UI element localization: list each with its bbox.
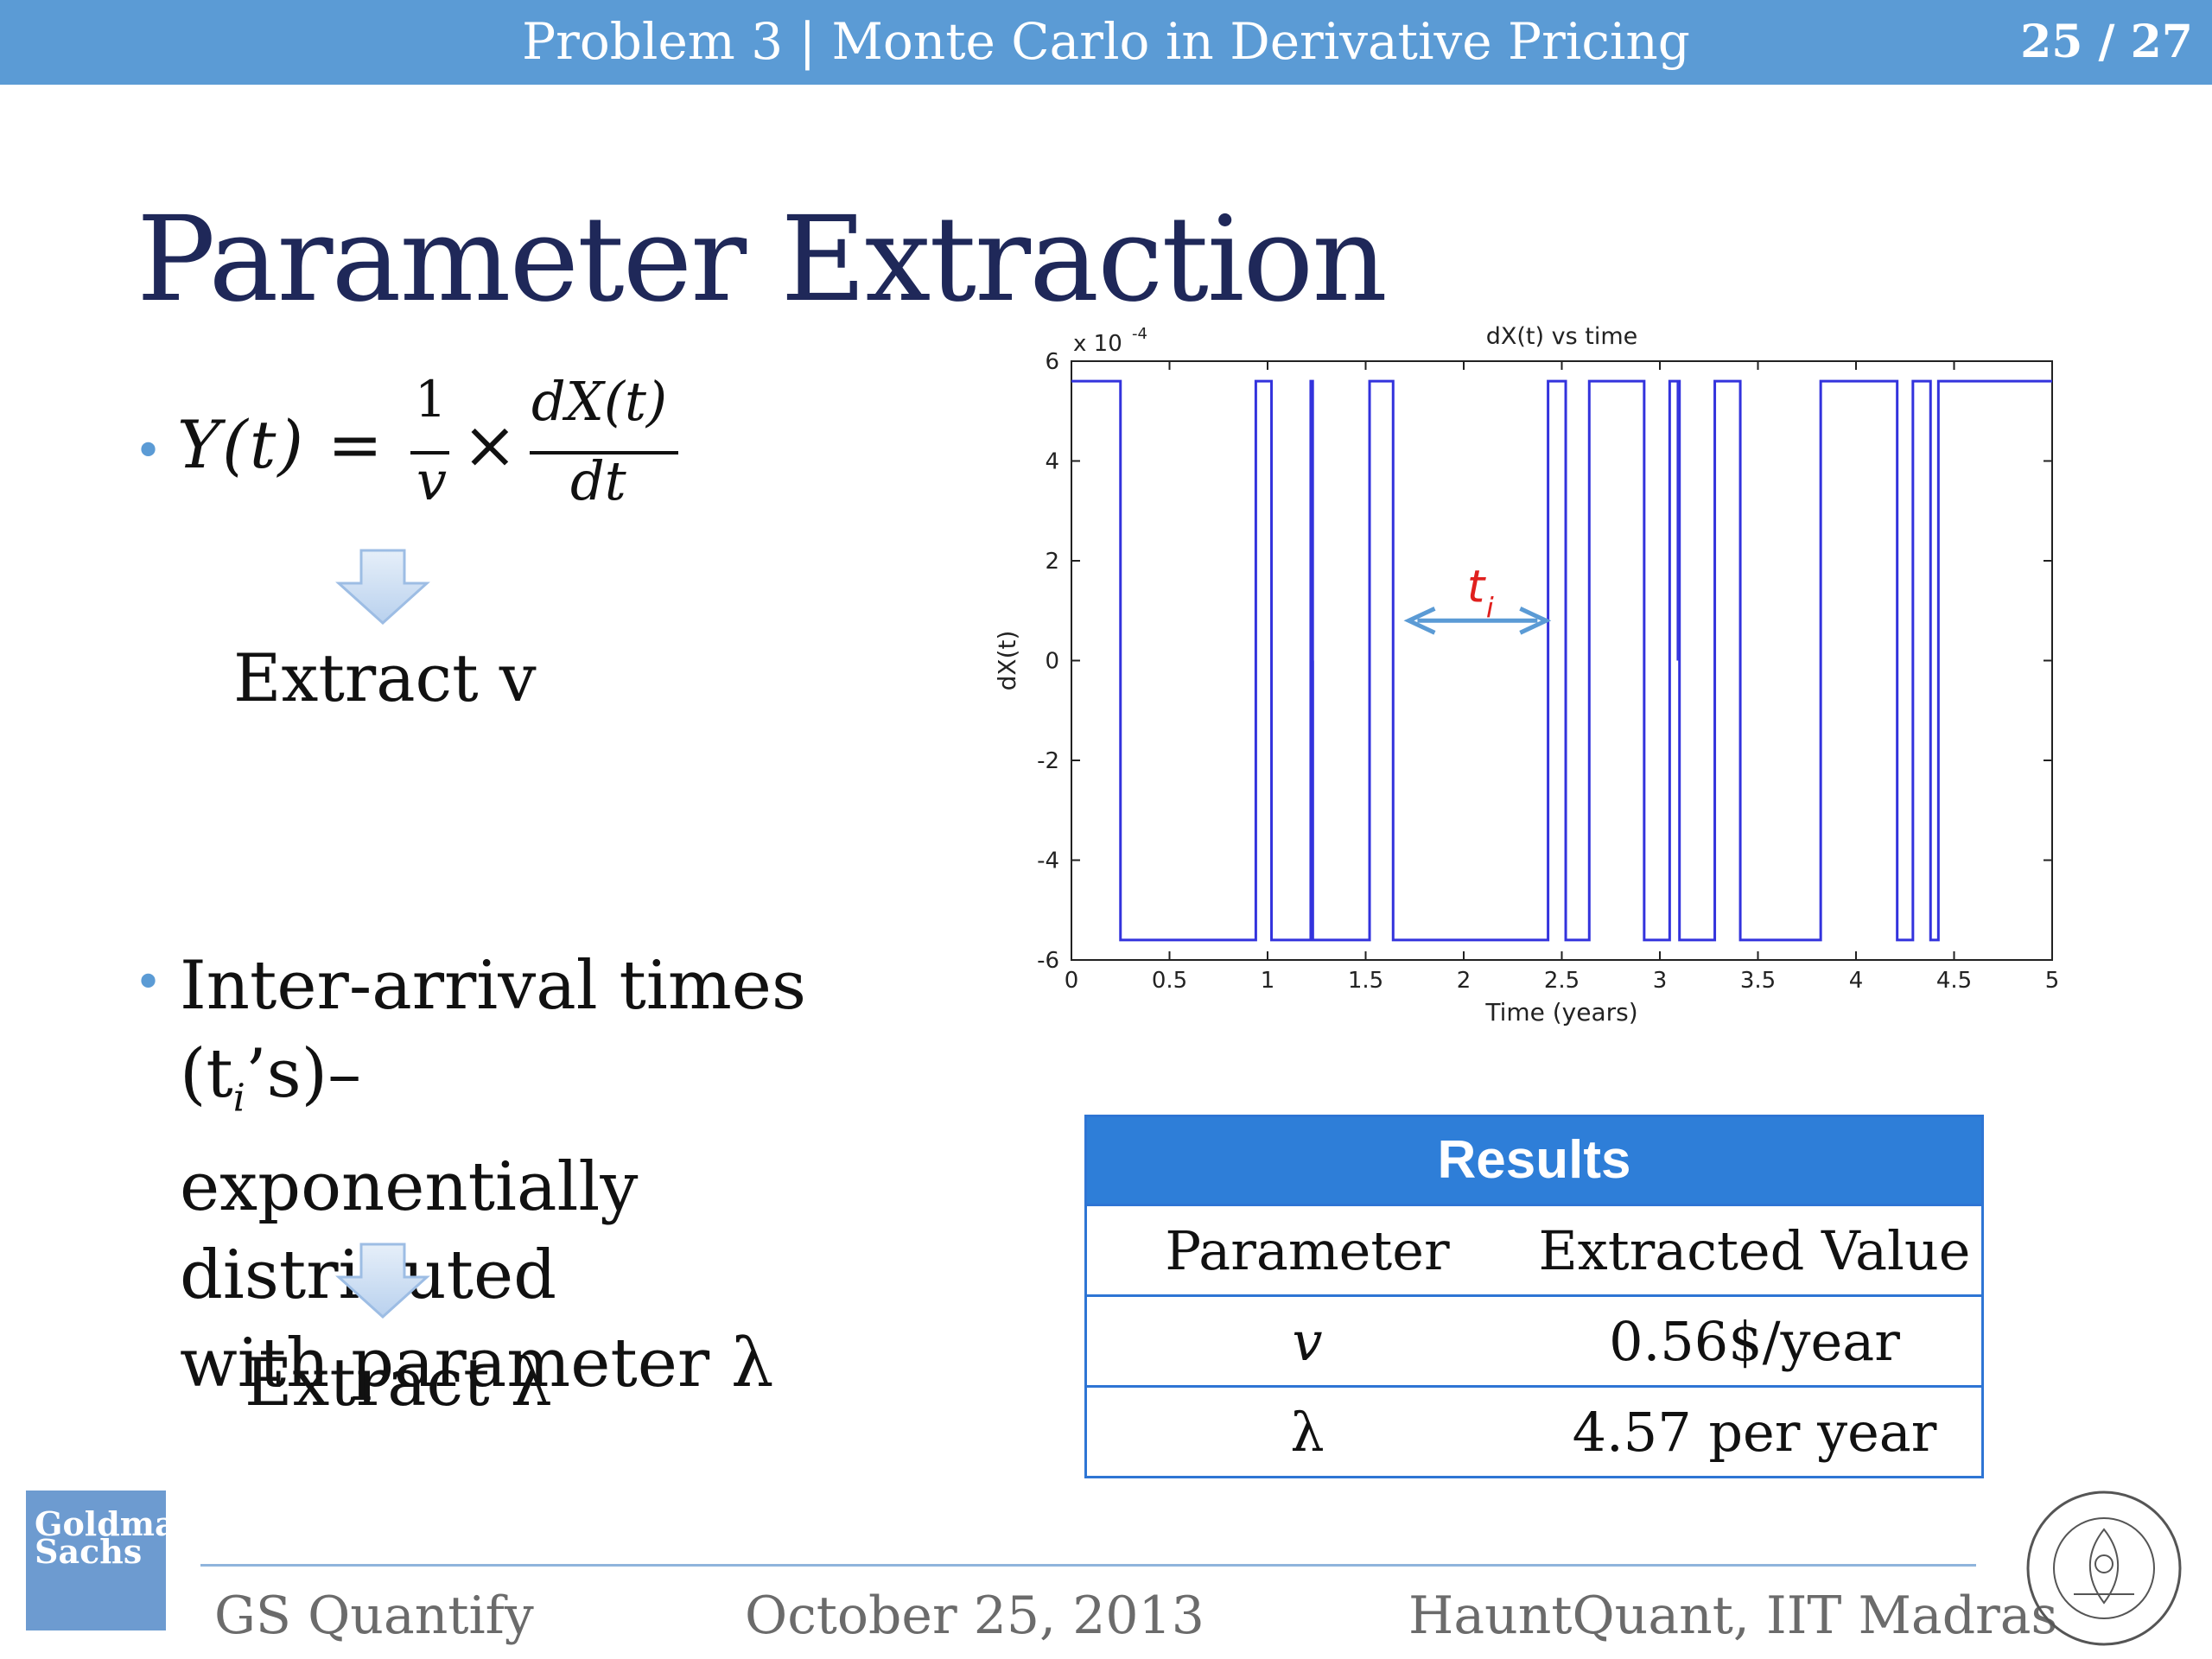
x-axis-label: Time (years) (1484, 998, 1637, 1027)
y-axis-label: dX(t) (993, 631, 1021, 691)
inter-arrival-line2: exponentially distributed (180, 1147, 639, 1314)
results-title: Results (1087, 1117, 1981, 1204)
inter-arrival-subscript: i (232, 1076, 245, 1121)
footer-date: October 25, 2013 (745, 1586, 1205, 1646)
equation-lhs: Y(t) = (177, 406, 385, 483)
x-tick-label: 2.5 (1544, 968, 1580, 994)
fraction-bar-1 (410, 451, 449, 454)
inter-arrival-line1-end: ’s)– (245, 1035, 362, 1113)
extract-v-label: Extract v (233, 639, 537, 716)
dx-vs-time-chart: 0 0.5 1 1.5 2 2.5 3 3.5 4 4.5 5 -6 -4 -2 0 2 4 6 dX(t) vs … (993, 323, 2060, 1027)
y-tick-label: -2 (1037, 748, 1059, 774)
x-tick-label: 4.5 (1936, 968, 1972, 994)
down-arrow-icon (335, 1243, 430, 1319)
logo-text-line1: Goldman (35, 1504, 200, 1543)
table-row: λ 4.57 per year (1087, 1385, 1981, 1476)
y-scale-exponent: -4 (1132, 325, 1147, 343)
equation-numerator-2: dX(t) (531, 370, 668, 433)
inter-arrival-line1: Inter-arrival times (t (180, 947, 806, 1113)
series-line (1071, 379, 2052, 942)
parameter-cell: λ (1290, 1400, 1325, 1464)
x-tick-label: 0.5 (1152, 968, 1187, 994)
parameter-cell: v (1292, 1309, 1323, 1373)
bullet-dot: • (134, 423, 163, 480)
column-header-value: Extracted Value (1538, 1218, 1971, 1282)
equation-denominator-1: v (416, 449, 448, 512)
interval-arrow-head (1403, 607, 1436, 635)
goldman-sachs-logo: Goldman Sachs (26, 1491, 200, 1630)
y-tick-label: -4 (1037, 849, 1059, 874)
header-bar: Problem 3 | Monte Carlo in Derivative Pr… (0, 0, 2212, 85)
equation-numerator-1: 1 (415, 370, 447, 429)
x-tick-label: 1 (1261, 968, 1275, 994)
x-tick-label: 3.5 (1740, 968, 1776, 994)
inter-arrival-text: Inter-arrival times (ti’s)– exponentiall… (180, 942, 1001, 1408)
iit-madras-seal-icon (2026, 1491, 2182, 1646)
y-scale-label: x 10 (1073, 331, 1122, 357)
x-tick-label: 2 (1457, 968, 1471, 994)
fraction-bar-2 (530, 451, 678, 454)
plot-frame (1071, 360, 2053, 961)
column-header-parameter: Parameter (1165, 1218, 1450, 1282)
interval-arrow-head (1519, 607, 1552, 635)
bullet-dot: • (134, 955, 163, 1011)
footer-right: HauntQuant, IIT Madras (1408, 1586, 2058, 1646)
down-arrow-icon (335, 549, 430, 626)
inter-arrival-line3: with parameter λ (180, 1324, 774, 1402)
page-number: 25 / 27 (2020, 16, 2193, 68)
header-title: Problem 3 | Monte Carlo in Derivative Pr… (522, 12, 1690, 71)
equation-times: × (462, 406, 518, 483)
extract-lambda-label: Extract λ (245, 1344, 552, 1421)
y-tick-label: 4 (1045, 449, 1059, 475)
logo-text-line2: Sachs (35, 1532, 143, 1571)
y-tick-label: -6 (1037, 948, 1059, 974)
x-tick-label: 3 (1653, 968, 1668, 994)
value-cell: 4.57 per year (1572, 1400, 1937, 1464)
results-table: Results Parameter Extracted Value v 0.56… (1084, 1115, 1984, 1478)
y-tick-label: 0 (1045, 649, 1059, 675)
x-tick-label: 0 (1065, 968, 1079, 994)
chart-title: dX(t) vs time (1486, 323, 1638, 350)
interval-label: t (1467, 561, 1486, 613)
results-header-row: Parameter Extracted Value (1087, 1204, 1981, 1294)
x-tick-label: 1.5 (1348, 968, 1383, 994)
footer-divider (200, 1564, 1976, 1567)
value-cell: 0.56$/year (1609, 1309, 1900, 1373)
footer-left: GS Quantify (214, 1586, 534, 1646)
y-tick-label: 6 (1045, 349, 1059, 375)
interval-label-subscript: i (1486, 591, 1494, 624)
y-tick-label: 2 (1045, 549, 1059, 575)
x-tick-label: 5 (2045, 968, 2060, 994)
equation-denominator-2: dt (570, 449, 626, 512)
slide-title: Parameter Extraction (137, 192, 1388, 328)
x-tick-label: 4 (1849, 968, 1864, 994)
equation: Y(t) = 1 v × dX(t) dt (177, 370, 696, 536)
table-row: v 0.56$/year (1087, 1294, 1981, 1385)
